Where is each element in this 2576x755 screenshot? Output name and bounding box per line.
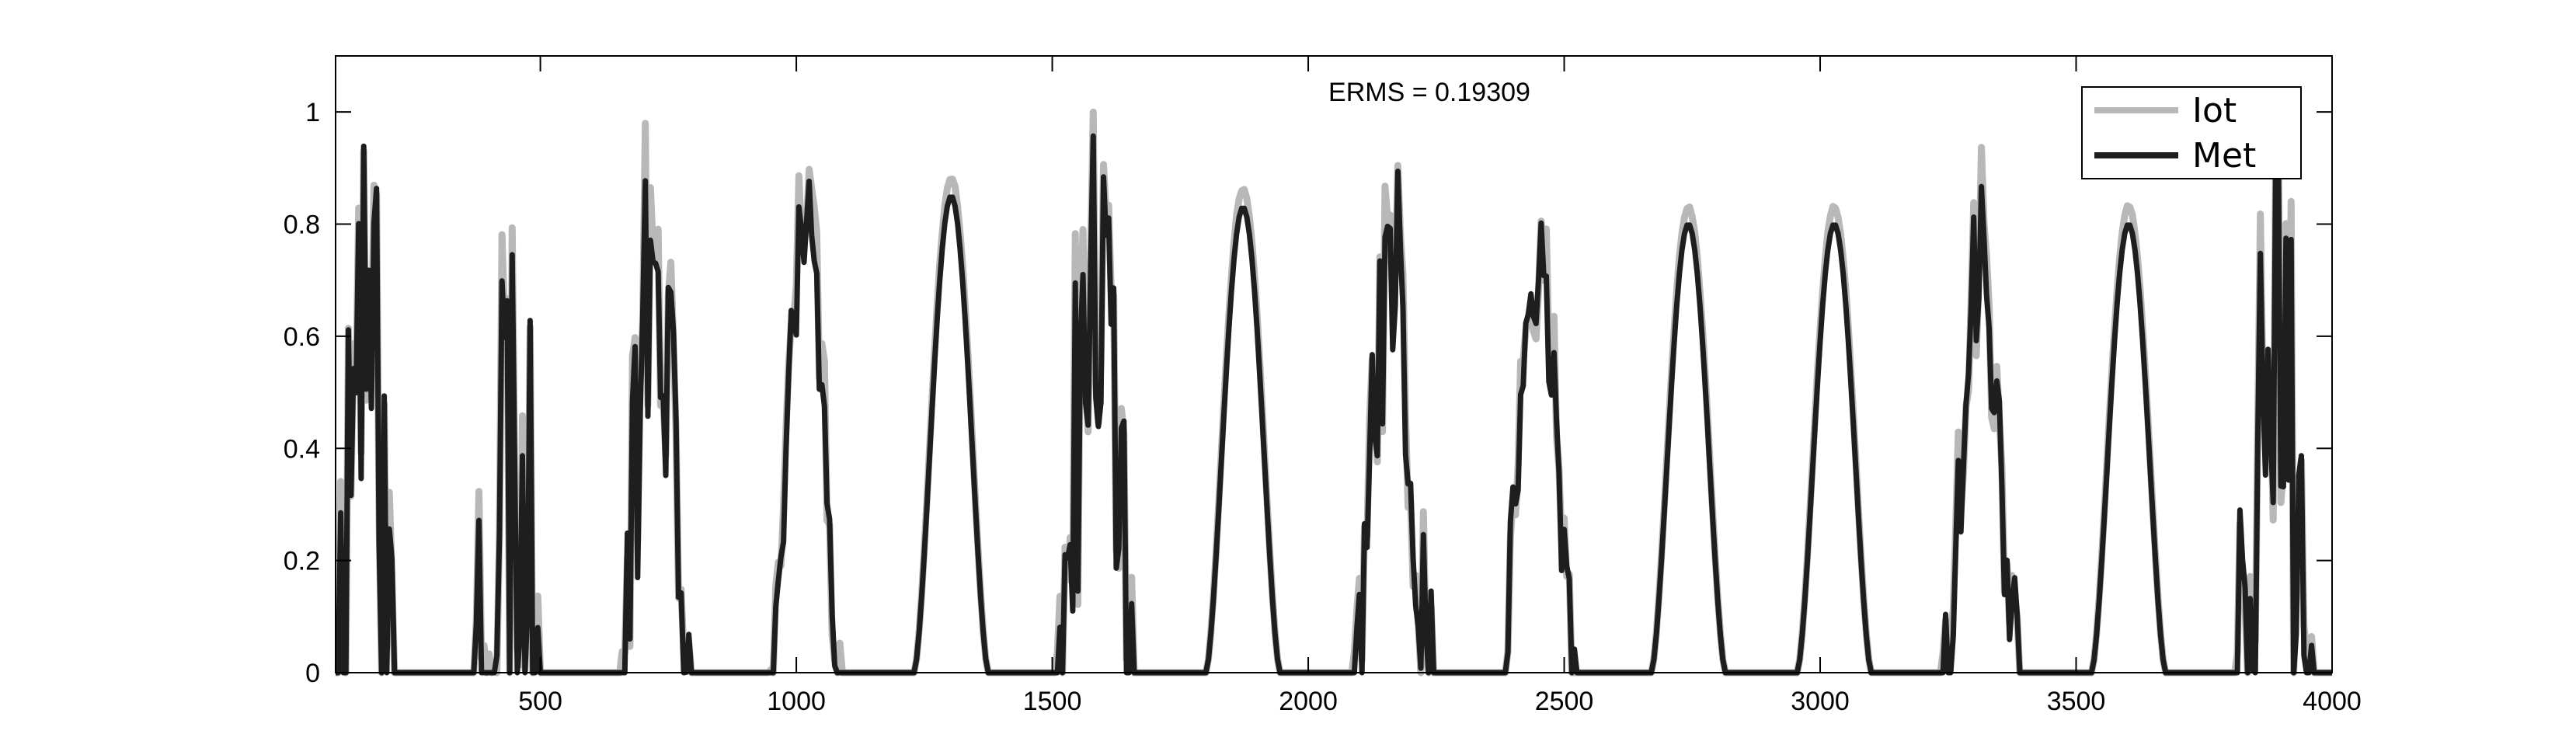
y-tick-label: 0.2 xyxy=(284,547,320,576)
ticks-layer: 500 1000 1500 2000 2500 3000 3500 4000 0 0.2 0.4 0.… xyxy=(284,56,2362,716)
x-tick-label: 500 xyxy=(518,687,562,716)
x-tick-label: 3000 xyxy=(1791,687,1850,716)
erms-annotation: ERMS = 0.19309 xyxy=(1328,78,1530,107)
legend: Iot Met xyxy=(2081,86,2302,179)
x-tick-label: 3500 xyxy=(2047,687,2106,716)
legend-label-iot: Iot xyxy=(2192,91,2237,130)
x-tick-label: 1500 xyxy=(1023,687,1082,716)
plot-frame xyxy=(335,55,2333,673)
x-tick-label: 2000 xyxy=(1279,687,1338,716)
y-tick-label: 0.4 xyxy=(284,434,320,464)
y-tick-label: 0 xyxy=(305,659,320,688)
legend-label-met: Met xyxy=(2192,136,2256,176)
y-tick-label: 0.8 xyxy=(284,210,320,240)
y-tick-label: 1 xyxy=(305,98,320,127)
y-tick-label: 0.6 xyxy=(284,322,320,352)
x-tick-label: 1000 xyxy=(767,687,826,716)
x-tick-label: 4000 xyxy=(2303,687,2362,716)
x-tick-label: 2500 xyxy=(1535,687,1594,716)
legend-box xyxy=(2081,86,2302,179)
